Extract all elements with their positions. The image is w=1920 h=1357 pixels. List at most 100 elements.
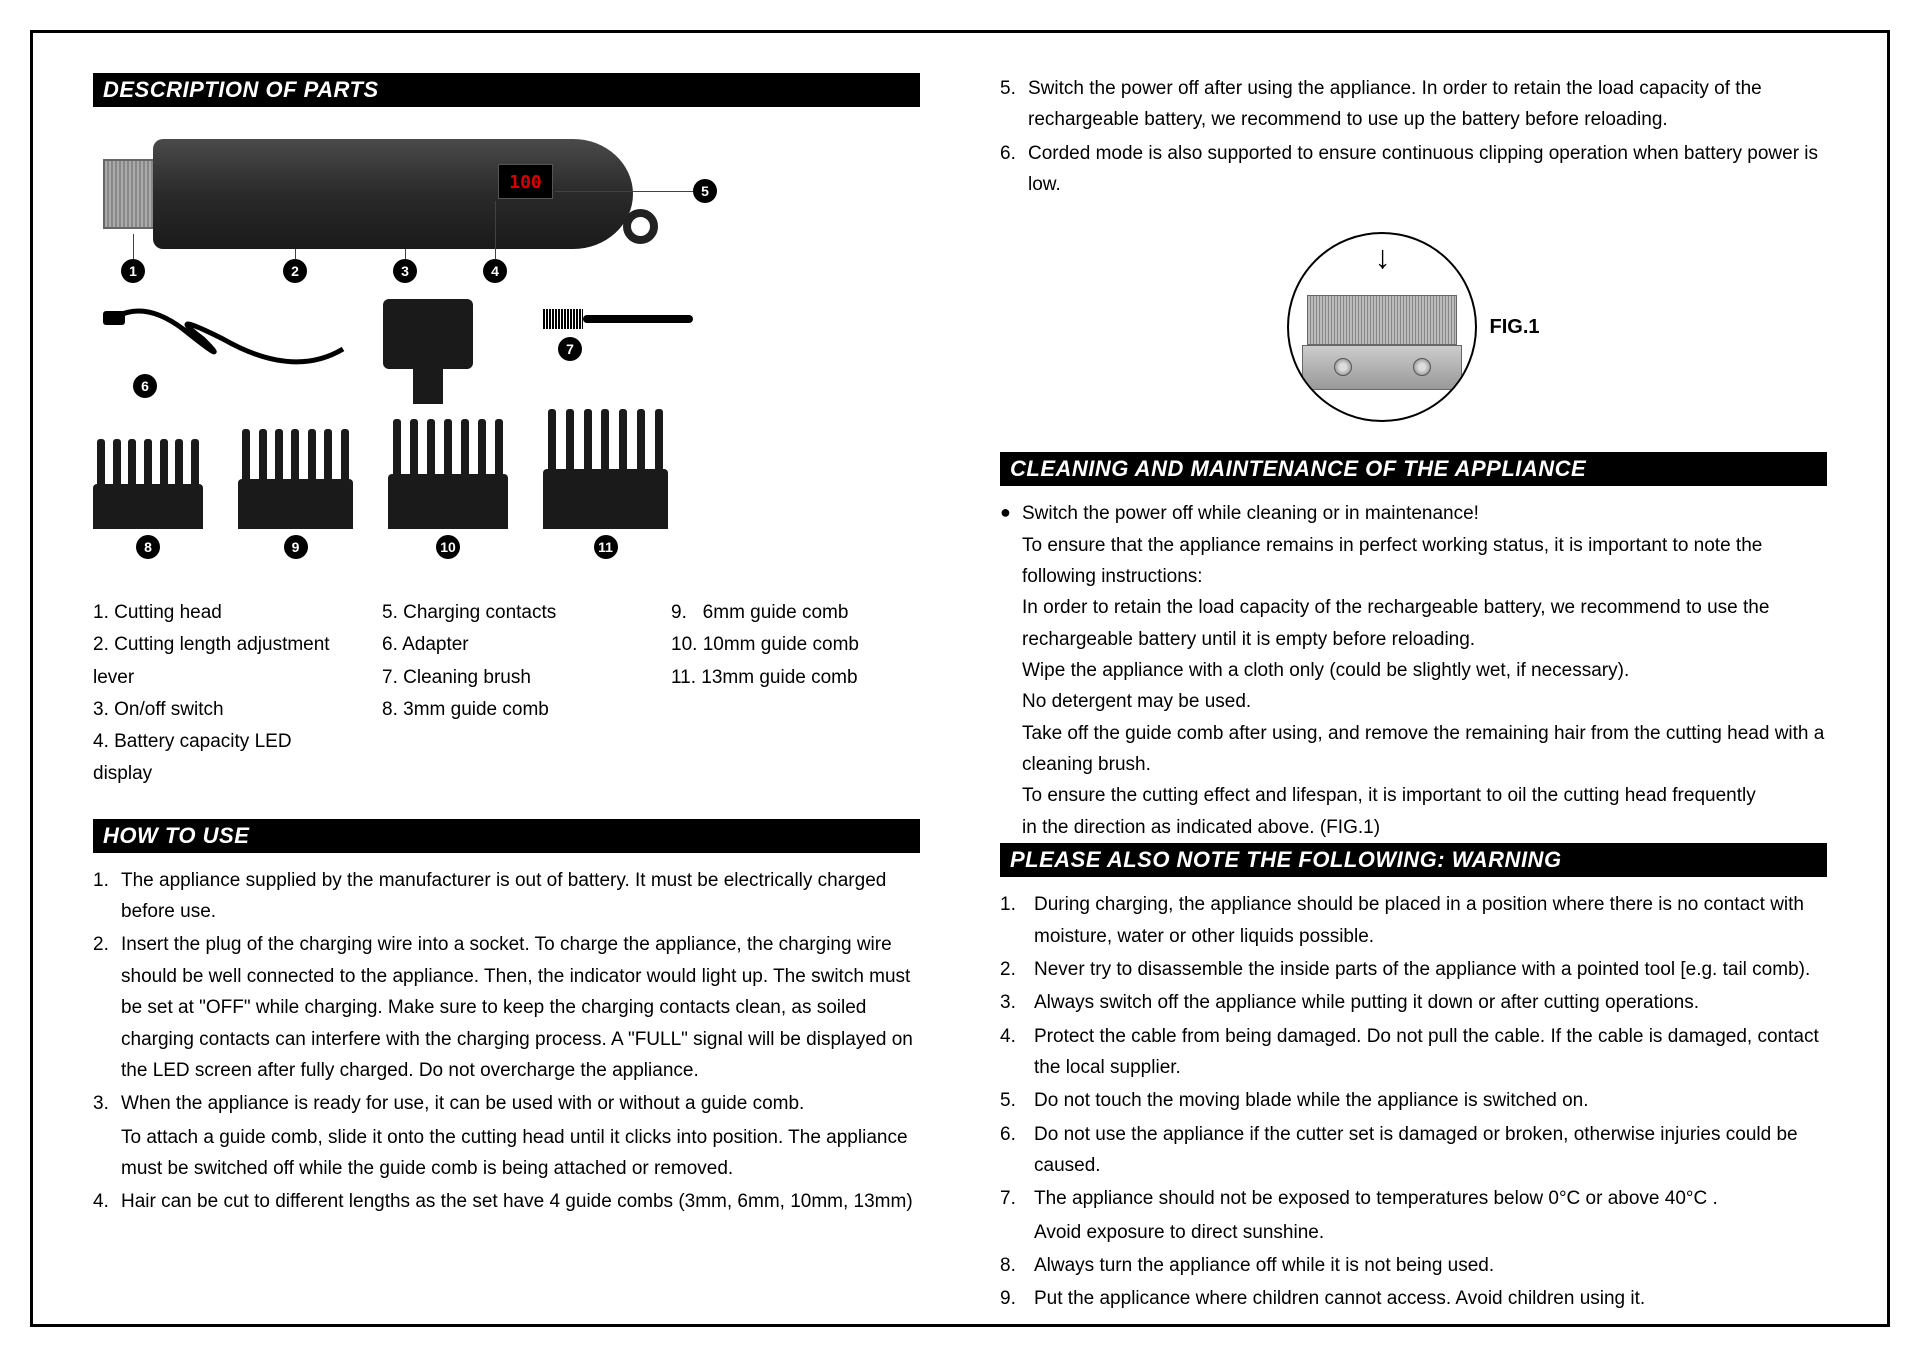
comb-11: 11	[543, 469, 668, 559]
list-text: Do not use the appliance if the cutter s…	[1034, 1119, 1827, 1182]
accessories-row: 6 7	[93, 289, 713, 419]
list-num: 5.	[1000, 1085, 1034, 1116]
warning-list: 1. During charging, the appliance should…	[1000, 889, 1827, 1316]
list-text: Protect the cable from being damaged. Do…	[1034, 1021, 1827, 1084]
legend-item: 11. 13mm guide comb	[671, 662, 920, 694]
callout-2: 2	[283, 259, 307, 283]
list-item: 3. Always switch off the appliance while…	[1000, 987, 1827, 1018]
legend-item: 2. Cutting length adjustment lever	[93, 629, 342, 694]
parts-legend: 1. Cutting head 2. Cutting length adjust…	[93, 597, 920, 791]
cleaning-text: No detergent may be used.	[1022, 686, 1827, 717]
list-text: Never try to disassemble the inside part…	[1034, 954, 1827, 985]
list-num	[93, 1122, 121, 1185]
brush-graphic	[543, 309, 693, 329]
list-num: 2.	[93, 929, 121, 1086]
arrow-down-icon: ↓	[1374, 239, 1390, 276]
left-column: DESCRIPTION OF PARTS 100 1 2 3 4 5	[93, 73, 920, 1284]
howto-list: 1. The appliance supplied by the manufac…	[93, 865, 920, 1220]
adapter-prong	[413, 369, 443, 404]
legend-item: 5. Charging contacts	[382, 597, 631, 629]
list-item: 3. When the appliance is ready for use, …	[93, 1088, 920, 1119]
list-item: 4. Protect the cable from being damaged.…	[1000, 1021, 1827, 1084]
callout-9: 9	[284, 535, 308, 559]
fig-blade	[1307, 295, 1457, 345]
parts-diagram: 100 1 2 3 4 5	[93, 119, 920, 559]
callout-line-1	[133, 234, 134, 259]
list-item: To attach a guide comb, slide it onto th…	[93, 1122, 920, 1185]
list-text: During charging, the appliance should be…	[1034, 889, 1827, 952]
list-num: 8.	[1000, 1250, 1034, 1281]
list-item: 7. The appliance should not be exposed t…	[1000, 1183, 1827, 1214]
hook-graphic	[623, 209, 658, 244]
legend-item: 1. Cutting head	[93, 597, 342, 629]
list-num: 5.	[1000, 73, 1028, 136]
callout-7: 7	[558, 337, 582, 361]
list-num: 7.	[1000, 1183, 1034, 1214]
list-num: 4.	[1000, 1021, 1034, 1084]
callout-4: 4	[483, 259, 507, 283]
legend-item: 4. Battery capacity LED display	[93, 726, 342, 791]
legend-item: 10. 10mm guide comb	[671, 629, 920, 661]
list-text: Avoid exposure to direct sunshine.	[1034, 1217, 1827, 1248]
cleaning-list: ● Switch the power off while cleaning or…	[1000, 498, 1827, 843]
fig-label: FIG.1	[1489, 316, 1539, 339]
list-text: Do not touch the moving blade while the …	[1034, 1085, 1827, 1116]
list-item: 2. Insert the plug of the charging wire …	[93, 929, 920, 1086]
list-text: Always switch off the appliance while pu…	[1034, 987, 1827, 1018]
list-text: Switch the power off after using the app…	[1028, 73, 1827, 136]
callout-3: 3	[393, 259, 417, 283]
legend-item: 8. 3mm guide comb	[382, 694, 631, 726]
cleaning-text: Wipe the appliance with a cloth only (co…	[1022, 655, 1827, 686]
clipper-body-graphic	[153, 139, 633, 249]
screw-icon	[1413, 358, 1431, 376]
list-text: Hair can be cut to different lengths as …	[121, 1186, 920, 1217]
cleaning-text: To ensure that the appliance remains in …	[1022, 530, 1827, 593]
figure-1-area: ↓ FIG.1	[1000, 232, 1827, 422]
cleaning-text: To ensure the cutting effect and lifespa…	[1022, 780, 1827, 811]
legend-item: 3. On/off switch	[93, 694, 342, 726]
cable-graphic	[93, 289, 353, 409]
list-text: When the appliance is ready for use, it …	[121, 1088, 920, 1119]
fig-base	[1302, 345, 1462, 390]
bullet-icon: ●	[1000, 498, 1022, 529]
list-text: Put the applicance where children cannot…	[1034, 1283, 1827, 1314]
list-text: Switch the power off while cleaning or i…	[1022, 498, 1827, 529]
right-column: 5. Switch the power off after using the …	[1000, 73, 1827, 1284]
callout-8: 8	[136, 535, 160, 559]
list-num: 3.	[93, 1088, 121, 1119]
list-text: The appliance should not be exposed to t…	[1034, 1183, 1827, 1214]
list-item: 4. Hair can be cut to different lengths …	[93, 1186, 920, 1217]
screw-icon	[1334, 358, 1352, 376]
list-num: 3.	[1000, 987, 1034, 1018]
callout-5: 5	[693, 179, 717, 203]
list-item: 6. Corded mode is also supported to ensu…	[1000, 138, 1827, 201]
list-item: 5. Switch the power off after using the …	[1000, 73, 1827, 136]
cleaning-text: in the direction as indicated above. (FI…	[1022, 812, 1827, 843]
list-text: Always turn the appliance off while it i…	[1034, 1250, 1827, 1281]
list-num: 4.	[93, 1186, 121, 1217]
parts-header: DESCRIPTION OF PARTS	[93, 73, 920, 107]
list-num	[1000, 1217, 1034, 1248]
page-border: DESCRIPTION OF PARTS 100 1 2 3 4 5	[30, 30, 1890, 1327]
cleaning-text: Take off the guide comb after using, and…	[1022, 718, 1827, 781]
cleaning-text: In order to retain the load capacity of …	[1022, 592, 1827, 655]
list-num: 6.	[1000, 138, 1028, 201]
list-item: 8. Always turn the appliance off while i…	[1000, 1250, 1827, 1281]
legend-col-3: 9. 6mm guide comb 10. 10mm guide comb 11…	[671, 597, 920, 791]
led-display: 100	[498, 164, 553, 199]
list-item: 2. Never try to disassemble the inside p…	[1000, 954, 1827, 985]
callout-line-4	[495, 201, 496, 259]
list-item: Avoid exposure to direct sunshine.	[1000, 1217, 1827, 1248]
list-num: 1.	[1000, 889, 1034, 952]
list-item: 9. Put the applicance where children can…	[1000, 1283, 1827, 1314]
callout-10: 10	[436, 535, 460, 559]
callout-1: 1	[121, 259, 145, 283]
legend-col-2: 5. Charging contacts 6. Adapter 7. Clean…	[382, 597, 631, 791]
list-item: 6. Do not use the appliance if the cutte…	[1000, 1119, 1827, 1182]
list-text: The appliance supplied by the manufactur…	[121, 865, 920, 928]
legend-item: 6. Adapter	[382, 629, 631, 661]
comb-10: 10	[388, 474, 508, 559]
list-item: 1. The appliance supplied by the manufac…	[93, 865, 920, 928]
warning-header: PLEASE ALSO NOTE THE FOLLOWING: WARNING	[1000, 843, 1827, 877]
callout-11: 11	[594, 535, 618, 559]
